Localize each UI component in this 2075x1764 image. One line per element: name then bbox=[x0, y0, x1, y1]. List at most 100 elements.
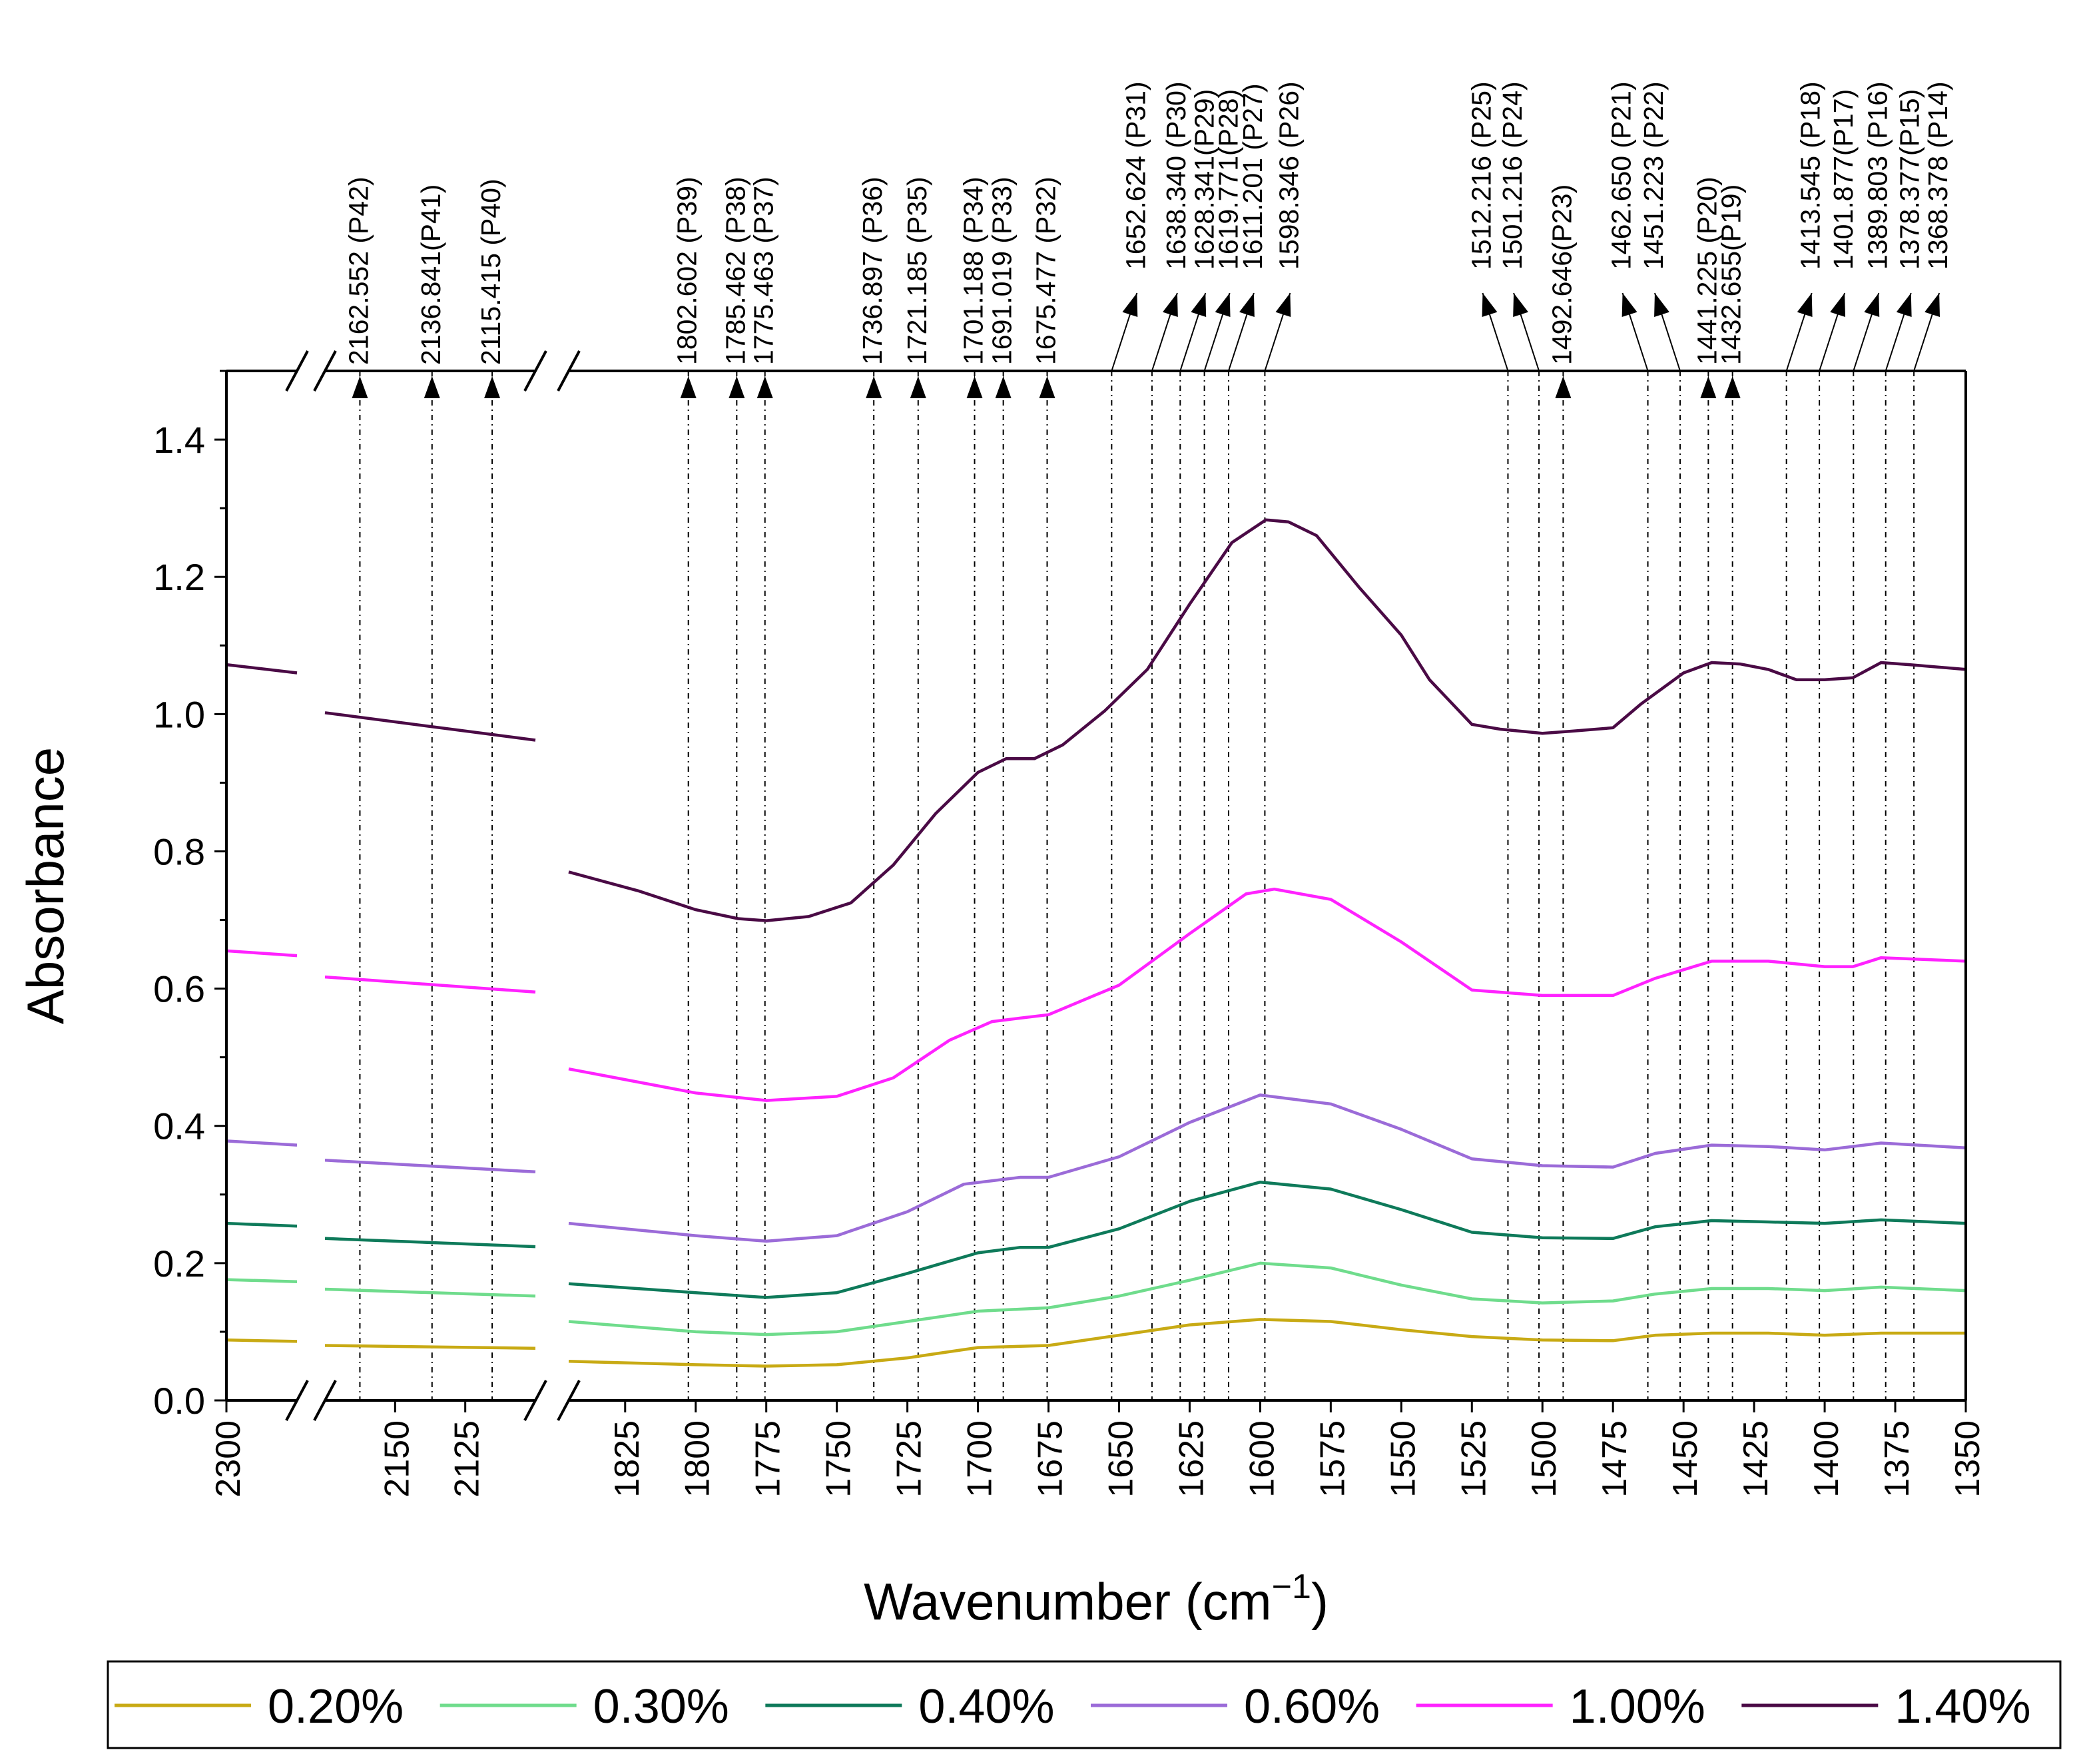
peak-label: 1368.378 (P14) bbox=[1923, 81, 1953, 270]
series-line-0.40% bbox=[324, 1237, 536, 1249]
x-tick-label: 1775 bbox=[749, 1420, 788, 1498]
x-tick-label: 1750 bbox=[820, 1420, 858, 1498]
axes: 0.0 0.2 0.4 0.6 0.8 1.0 1.2 1.4 2300 2150 2125 1825… bbox=[16, 350, 1987, 1631]
peak-arrow-head bbox=[1797, 293, 1813, 318]
peak-arrow-head bbox=[1513, 293, 1529, 318]
peak-marker: 1501.216 (P24) bbox=[1497, 81, 1540, 1400]
peak-marker: 1675.477 (P32) bbox=[1031, 176, 1061, 1400]
peak-label: 2115.415 (P40) bbox=[475, 178, 506, 365]
peak-arrow-head bbox=[1925, 293, 1940, 318]
peak-arrow-head bbox=[910, 376, 926, 398]
peak-label: 1462.650 (P21) bbox=[1606, 81, 1637, 270]
peak-marker: 2162.552 (P42) bbox=[343, 176, 374, 1400]
y-tick-label: 0.4 bbox=[153, 1105, 205, 1147]
legend-item-0.60%: 0.60% bbox=[1091, 1680, 1380, 1733]
peak-marker: 1628.341(P29) bbox=[1179, 89, 1219, 1400]
x-tick-label: 1350 bbox=[1948, 1420, 1987, 1498]
peak-label: 1675.477 (P32) bbox=[1031, 176, 1061, 365]
x-tick-label: 2125 bbox=[448, 1420, 487, 1498]
legend-label: 0.60% bbox=[1244, 1680, 1380, 1733]
series-1.40% bbox=[226, 518, 1966, 922]
legend-label: 1.00% bbox=[1570, 1680, 1705, 1733]
peak-arrow-head bbox=[1039, 376, 1055, 398]
series-line-0.60% bbox=[226, 1139, 298, 1147]
peak-arrow-head bbox=[1700, 376, 1717, 398]
x-tick-label: 1475 bbox=[1596, 1420, 1634, 1498]
peak-arrow-head bbox=[995, 376, 1012, 398]
peak-label: 1628.341(P29) bbox=[1189, 89, 1219, 270]
x-tick-label: 1450 bbox=[1666, 1420, 1705, 1498]
peak-marker: 1368.378 (P14) bbox=[1913, 81, 1953, 1400]
peak-marker: 1721.185 (P35) bbox=[902, 176, 932, 1400]
peak-label: 1785.462 (P38) bbox=[720, 176, 750, 365]
peak-marker: 1492.646(P23) bbox=[1546, 184, 1577, 1400]
series-line-0.60% bbox=[324, 1159, 536, 1174]
x-tick-label: 1400 bbox=[1807, 1420, 1846, 1498]
peak-marker: 1401.877(P17) bbox=[1819, 89, 1859, 1400]
x-tick-label: 1600 bbox=[1243, 1420, 1281, 1498]
peak-label: 1432.655(P19) bbox=[1716, 184, 1747, 365]
peak-arrow-head bbox=[484, 376, 501, 398]
peak-label: 1619.771(P28) bbox=[1213, 89, 1244, 270]
peak-label: 1378.377(P15) bbox=[1895, 89, 1925, 270]
peak-marker: 1619.771(P28) bbox=[1203, 89, 1244, 1400]
series-line-0.40% bbox=[226, 1221, 298, 1228]
series-lines bbox=[226, 518, 1966, 1368]
legend-label: 0.30% bbox=[593, 1680, 729, 1733]
peak-label: 1598.346 (P26) bbox=[1273, 81, 1304, 270]
y-tick-label: 0.2 bbox=[153, 1243, 205, 1285]
y-axis-title: Absorbance bbox=[16, 747, 75, 1024]
peak-arrow-head bbox=[352, 376, 368, 398]
series-line-1.00% bbox=[568, 887, 1966, 1102]
series-line-1.40% bbox=[568, 518, 1966, 922]
series-line-1.40% bbox=[226, 663, 298, 675]
peak-marker: 1638.340 (P30) bbox=[1151, 81, 1191, 1400]
peak-arrow-head bbox=[1275, 293, 1291, 318]
peak-arrow-head bbox=[1122, 293, 1138, 318]
y-tick-label: 1.4 bbox=[153, 419, 205, 461]
series-0.60% bbox=[226, 1093, 1966, 1243]
x-tick-label: 2300 bbox=[209, 1420, 248, 1498]
peak-label: 2162.552 (P42) bbox=[343, 176, 374, 365]
peak-label: 1611.201 (P27) bbox=[1237, 83, 1268, 270]
peak-label: 1736.897 (P36) bbox=[857, 176, 888, 365]
series-line-0.30% bbox=[226, 1278, 298, 1283]
axis-break-mark bbox=[523, 350, 547, 392]
peak-marker: 1736.897 (P36) bbox=[857, 176, 888, 1400]
peak-arrow-head bbox=[1622, 293, 1637, 318]
legend-label: 1.40% bbox=[1895, 1680, 2030, 1733]
legend-label: 0.40% bbox=[918, 1680, 1054, 1733]
axis-break-mark bbox=[523, 1380, 547, 1421]
y-tick-label: 1.2 bbox=[153, 556, 205, 598]
peak-arrow-head bbox=[1555, 376, 1572, 398]
peak-marker: 1441.225 (P20) bbox=[1691, 176, 1722, 1400]
axis-break-mark bbox=[557, 1380, 581, 1421]
x-tick-label: 1800 bbox=[679, 1420, 717, 1498]
axis-break-mark bbox=[313, 1380, 337, 1421]
x-tick-label: 1525 bbox=[1454, 1420, 1493, 1498]
peak-arrow-head bbox=[1864, 293, 1880, 318]
peak-label: 1638.340 (P30) bbox=[1161, 81, 1191, 270]
series-line-0.20% bbox=[324, 1344, 536, 1350]
series-line-1.40% bbox=[324, 711, 536, 742]
peak-marker: 1378.377(P15) bbox=[1885, 89, 1925, 1400]
peak-annotations: 2162.552 (P42) 2136.841(P41) 2115.415 (P40… bbox=[343, 81, 1953, 1400]
peak-label: 1389.803 (P16) bbox=[1862, 81, 1893, 270]
peak-marker: 1512.216 (P25) bbox=[1466, 81, 1509, 1400]
series-0.20% bbox=[226, 1318, 1966, 1368]
peak-label: 1492.646(P23) bbox=[1546, 184, 1577, 365]
peak-marker: 1652.624 (P31) bbox=[1111, 81, 1151, 1400]
axis-break-mark bbox=[313, 350, 337, 392]
peak-marker: 1451.223 (P22) bbox=[1638, 81, 1681, 1400]
peak-arrow-head bbox=[1654, 293, 1669, 318]
y-tick-label: 0.0 bbox=[153, 1380, 205, 1422]
series-line-1.00% bbox=[226, 949, 298, 958]
peak-label: 1701.188 (P34) bbox=[958, 176, 989, 365]
peak-marker: 1462.650 (P21) bbox=[1606, 81, 1649, 1400]
legend-item-1.40%: 1.40% bbox=[1741, 1680, 2030, 1733]
x-tick-label: 1550 bbox=[1384, 1420, 1422, 1498]
series-0.40% bbox=[226, 1180, 1966, 1299]
peak-label: 1413.545 (P18) bbox=[1795, 81, 1826, 270]
peak-marker: 1802.602 (P39) bbox=[672, 176, 703, 1400]
